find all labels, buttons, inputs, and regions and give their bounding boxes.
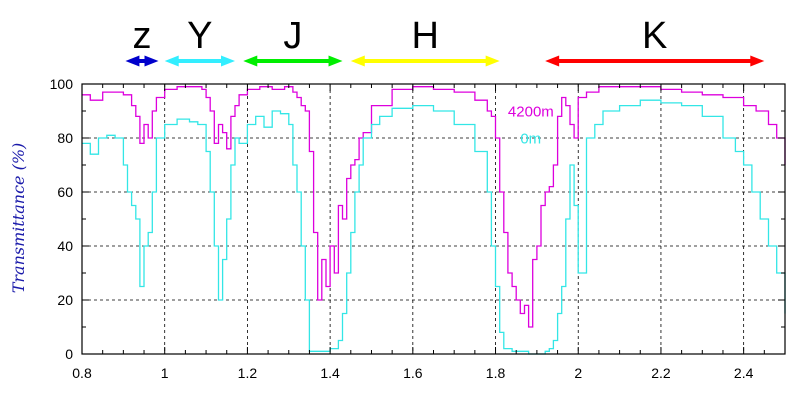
series-line-0m [82, 99, 786, 355]
band-arrow-head-right [144, 55, 159, 67]
y-tick-label: 60 [57, 184, 73, 200]
y-tick-label: 100 [50, 76, 74, 92]
x-axis-ticks: 0.8 1 1.2 1.4 1.6 1.8 2 2.2 2.4 [72, 84, 786, 381]
y-tick-label: 40 [57, 238, 73, 254]
band-arrow-head-left [164, 55, 179, 67]
series-label: 4200m [508, 103, 554, 120]
x-tick-label: 1.4 [320, 365, 340, 381]
x-tick-label: 2.4 [734, 365, 754, 381]
series-labels: 4200m 0m [508, 103, 554, 147]
grid-lines [82, 84, 785, 354]
band-arrow-head-right [485, 55, 500, 67]
plot-frame [81, 83, 786, 355]
x-tick-label: 1.6 [403, 365, 423, 381]
x-tick-label: 2 [574, 365, 582, 381]
x-tick-label: 2.2 [651, 365, 671, 381]
band-arrow-head-right [750, 55, 765, 67]
x-tick-label: 1 [161, 365, 169, 381]
y-tick-label: 0 [65, 346, 73, 362]
band-arrow-head-right [328, 55, 343, 67]
series-line-4200m [82, 86, 786, 328]
series-lines [82, 86, 786, 355]
series-label: 0m [520, 130, 541, 147]
y-axis-ticks: 0 20 40 60 80 100 [50, 76, 785, 362]
band-arrow-head-left [545, 55, 560, 67]
y-axis-label: Transmittance (%) [9, 143, 28, 294]
band-label: Y [187, 15, 212, 57]
band-label: J [283, 15, 302, 57]
band-arrow-head-left [350, 55, 365, 67]
x-tick-label: 0.8 [72, 365, 92, 381]
band-arrow-head-left [243, 55, 258, 67]
y-tick-label: 80 [57, 130, 73, 146]
x-tick-label: 1.2 [238, 365, 258, 381]
y-tick-label: 20 [57, 292, 73, 308]
x-tick-label: 1.8 [486, 365, 506, 381]
band-label: K [642, 15, 667, 57]
band-arrow-head-right [221, 55, 236, 67]
band-label: H [412, 15, 439, 57]
band-label: z [132, 15, 151, 57]
band-arrow-head-left [125, 55, 140, 67]
